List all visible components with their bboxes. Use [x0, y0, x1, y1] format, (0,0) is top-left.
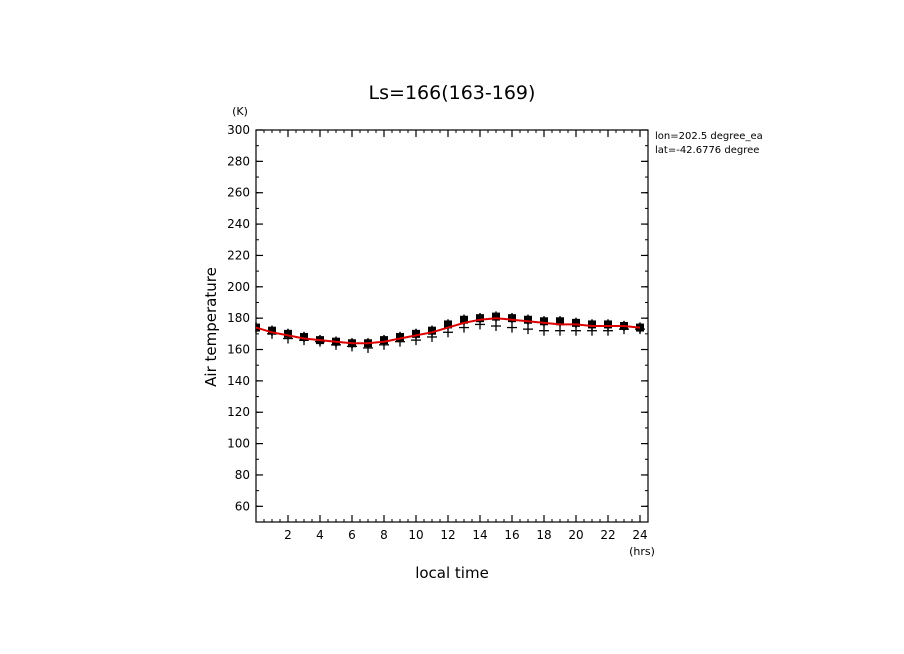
- data-point-plus: [555, 325, 565, 336]
- annotation-lon: lon=202.5 degree_ea: [655, 131, 763, 142]
- data-point-square: [444, 320, 452, 329]
- chart-title: Ls=166(163-169): [369, 82, 536, 104]
- x-tick-label: 4: [316, 528, 324, 542]
- x-axis-label: local time: [415, 564, 489, 582]
- y-tick-label: 120: [227, 405, 250, 419]
- data-point-square: [556, 317, 564, 326]
- y-tick-label: 160: [227, 343, 250, 357]
- series-line: [255, 317, 641, 345]
- data-point-square: [540, 317, 548, 326]
- data-point-square: [588, 320, 596, 329]
- data-point-plus: [491, 321, 501, 331]
- x-tick-label: 6: [348, 528, 356, 542]
- x-tick-label: 16: [504, 528, 519, 542]
- data-point-plus: [507, 322, 517, 333]
- y-tick-label: 280: [227, 154, 250, 168]
- x-tick-label: 22: [600, 528, 615, 542]
- y-tick-label: 180: [227, 311, 250, 325]
- y-tick-label: 140: [227, 374, 250, 388]
- data-point-square: [508, 314, 516, 323]
- data-point-square: [428, 326, 436, 335]
- x-axis-unit: (hrs): [629, 545, 655, 558]
- data-point-plus: [523, 324, 533, 335]
- x-tick-label: 20: [568, 528, 583, 542]
- plot-area: 2 4 6 8 10 12 14 16 18 20 22 2460801001201401601802…: [227, 123, 649, 542]
- annotation-lat: lat=-42.6776 degree: [655, 145, 759, 156]
- y-tick-label: 100: [227, 437, 250, 451]
- y-tick-label: 240: [227, 217, 250, 231]
- data-point-square: [492, 312, 500, 321]
- data-point-plus: [427, 331, 437, 342]
- data-point-plus: [587, 325, 597, 336]
- data-point-plus: [539, 325, 549, 336]
- data-point-plus: [603, 325, 613, 336]
- y-tick-label: 60: [235, 499, 250, 513]
- data-point-square: [572, 318, 580, 327]
- y-axis-label: Air temperature: [202, 267, 220, 387]
- data-point-plus: [315, 336, 325, 347]
- y-tick-label: 260: [227, 186, 250, 200]
- data-point-plus: [459, 322, 469, 333]
- x-tick-label: 12: [440, 528, 455, 542]
- x-tick-label: 14: [472, 528, 487, 542]
- data-point-plus: [443, 327, 453, 338]
- data-point-square: [604, 320, 612, 329]
- x-tick-label: 10: [408, 528, 423, 542]
- data-point-square: [476, 314, 484, 323]
- data-point-plus: [299, 335, 309, 346]
- x-tick-label: 2: [284, 528, 292, 542]
- data-point-square: [412, 329, 420, 338]
- data-point-plus: [363, 342, 373, 353]
- x-tick-label: 18: [536, 528, 551, 542]
- y-tick-label: 300: [227, 123, 250, 137]
- data-point-plus: [411, 335, 421, 346]
- data-point-plus: [635, 324, 645, 335]
- y-tick-label: 80: [235, 468, 250, 482]
- y-tick-label: 220: [227, 248, 250, 262]
- x-tick-label: 8: [380, 528, 388, 542]
- y-axis-unit: (K): [232, 105, 248, 118]
- y-tick-label: 200: [227, 280, 250, 294]
- data-point-square: [460, 315, 468, 324]
- data-point-plus: [475, 319, 485, 330]
- data-point-square: [524, 315, 532, 324]
- data-point-plus: [571, 325, 581, 336]
- x-tick-label: 24: [632, 528, 647, 542]
